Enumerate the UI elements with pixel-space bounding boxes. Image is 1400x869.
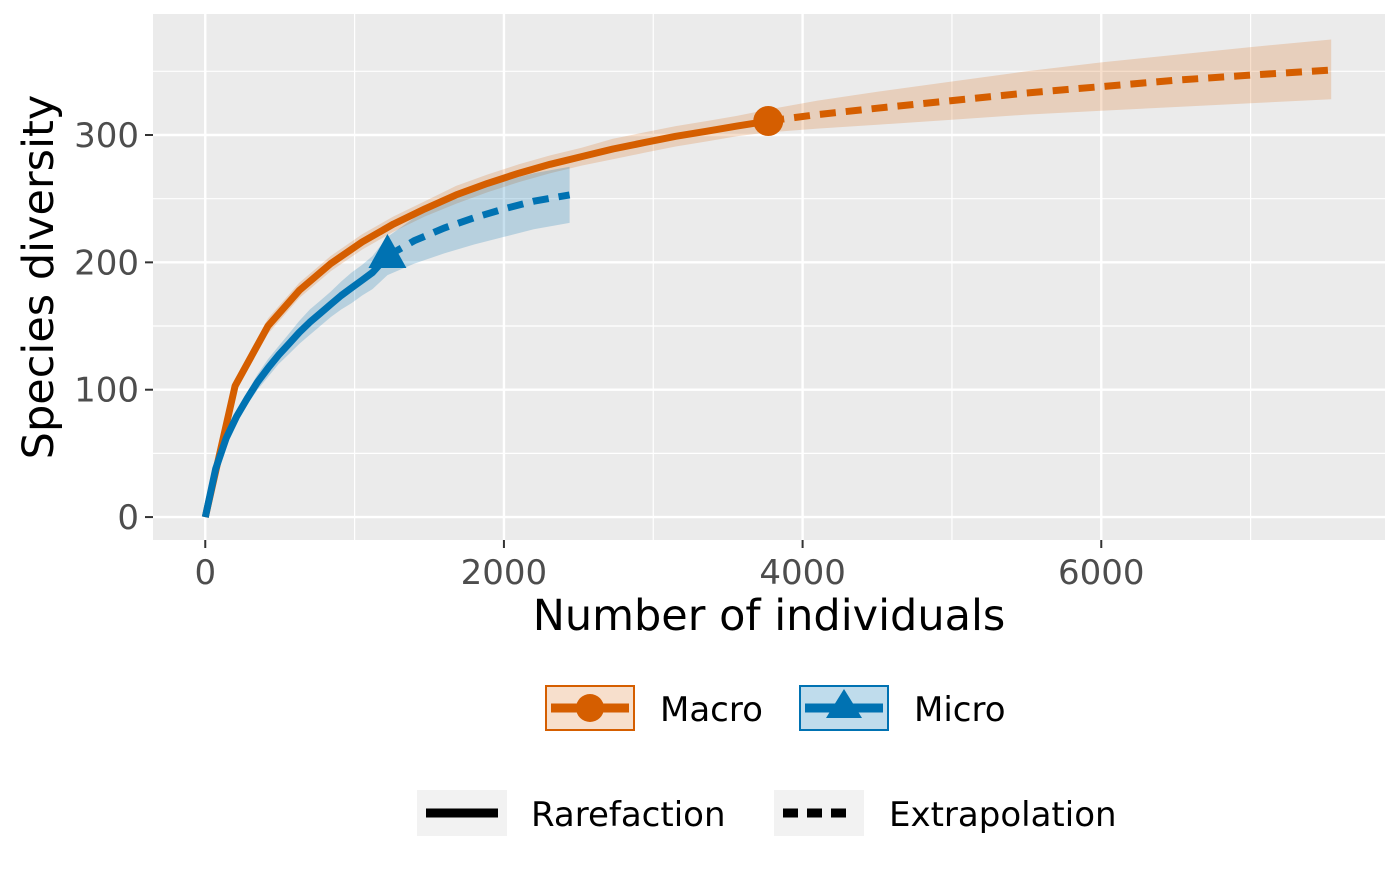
legend-label-rarefaction: Rarefaction [531, 795, 726, 835]
micro-extrapolation-ribbon [387, 166, 570, 276]
y-tick-label: 0 [117, 498, 139, 538]
y-tick-label: 200 [74, 243, 139, 283]
x-tick-label: 2000 [461, 553, 548, 593]
confidence-ribbons [205, 39, 1332, 518]
legend-label-macro: Macro [660, 690, 763, 730]
x-tick-label: 6000 [1058, 553, 1145, 593]
legend-item-micro: Micro [799, 685, 1006, 731]
y-tick-label: 100 [74, 371, 139, 411]
observed-markers [368, 105, 784, 268]
legend-item-macro: Macro [545, 685, 763, 731]
legend-label-micro: Micro [914, 690, 1006, 730]
micro-rarefaction-ribbon [205, 236, 388, 518]
legend-key-macro-marker [576, 694, 604, 722]
macro-rarefaction-ribbon [205, 109, 769, 518]
micro-rarefaction-line [201, 253, 391, 518]
macro-rarefaction-line [201, 117, 769, 518]
x-axis-title: Number of individuals [533, 591, 1006, 641]
legend-item-extrapolation: Extrapolation [774, 790, 1117, 836]
legend-key-micro-marker [826, 689, 862, 718]
plot-panel [153, 14, 1385, 540]
x-tick-label: 4000 [759, 553, 846, 593]
legend-label-extrapolation: Extrapolation [889, 795, 1117, 835]
legend-item-rarefaction: Rarefaction [417, 790, 726, 836]
y-tick-label: 300 [74, 116, 139, 156]
x-tick-label: 0 [194, 553, 216, 593]
legend: Macro Micro Rarefaction Extrapolation [417, 685, 1117, 836]
micro-extrapolation-line [385, 191, 571, 260]
axes: 0 2000 4000 6000 0 100 200 300 [74, 116, 1144, 593]
series-lines [201, 66, 1332, 518]
micro-observed-point [368, 233, 407, 268]
macro-extrapolation-ribbon [768, 39, 1332, 133]
macro-observed-point [753, 105, 784, 136]
y-axis-title: Species diversity [14, 95, 64, 460]
